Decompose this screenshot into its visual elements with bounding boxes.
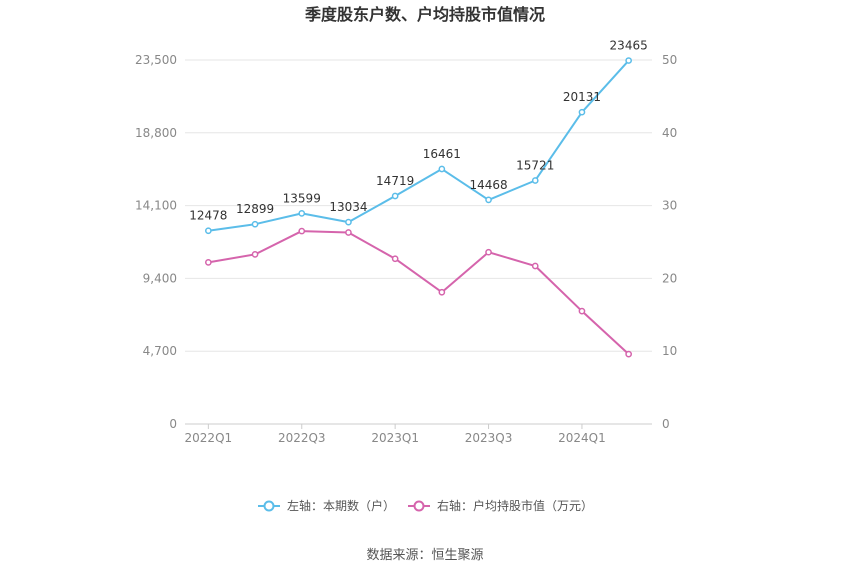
y-left-tick-label: 9,400 — [143, 271, 177, 285]
data-point — [578, 307, 586, 315]
data-point — [485, 248, 492, 256]
data-point — [485, 196, 492, 204]
data-point — [251, 220, 259, 228]
data-point — [391, 192, 399, 200]
data-point — [438, 288, 446, 296]
data-point — [531, 262, 539, 270]
y-left-tick-label: 23,500 — [135, 53, 177, 67]
data-point — [205, 259, 212, 266]
axis-layer: 0 4,700 9,400 14,100 18,800 23,500 0 10 20 30 40 50… — [135, 53, 677, 445]
data-label: 13599 — [283, 191, 321, 205]
data-label: 23465 — [610, 39, 648, 53]
legend-marker — [263, 500, 275, 512]
data-point — [391, 255, 399, 263]
y-right-tick-label: 10 — [662, 344, 677, 358]
y-right-tick-label: 50 — [662, 53, 677, 67]
data-label: 14719 — [376, 174, 414, 188]
data-label: 20131 — [563, 90, 601, 104]
data-point — [298, 210, 306, 217]
chart-title: 季度股东户数、户均持股市值情况 — [304, 5, 545, 24]
y-left-tick-label: 4,700 — [143, 344, 177, 358]
data-point — [205, 227, 212, 235]
legend-item-shareholders[interactable]: 左轴：本期数（户） — [258, 498, 395, 513]
y-right-tick-label: 30 — [662, 199, 677, 213]
y-left-tick-label: 14,100 — [135, 199, 177, 213]
y-left-tick-label: 18,800 — [135, 126, 177, 140]
data-point — [578, 108, 586, 116]
source-note: 数据来源：恒生聚源 — [366, 548, 483, 563]
data-point — [625, 350, 633, 358]
legend-marker — [413, 500, 425, 512]
y-left-tick-label: 0 — [169, 417, 177, 431]
data-point — [251, 251, 259, 258]
legend-item-avg-market-value[interactable]: 右轴：户均持股市值（万元） — [408, 498, 593, 513]
legend-label: 右轴：户均持股市值（万元） — [437, 498, 593, 513]
x-tick-label: 2023Q1 — [371, 431, 419, 445]
y-right-tick-label: 0 — [662, 417, 670, 431]
grid-layer — [185, 59, 652, 352]
data-label: 13034 — [329, 200, 367, 214]
x-tick-label: 2023Q3 — [465, 431, 513, 445]
data-point — [531, 177, 539, 184]
data-label: 15721 — [516, 158, 554, 172]
series-layer — [205, 57, 633, 358]
legend[interactable]: 左轴：本期数（户） 右轴：户均持股市值（万元） — [258, 498, 593, 513]
data-point — [625, 57, 633, 64]
x-tick-label: 2024Q1 — [558, 431, 606, 445]
data-point — [298, 227, 306, 235]
data-label: 12478 — [189, 209, 227, 223]
data-label: 14468 — [469, 178, 507, 192]
data-point — [438, 165, 446, 173]
y-right-tick-label: 40 — [662, 126, 677, 140]
data-point — [345, 229, 352, 236]
series-line-shareholders — [208, 59, 630, 232]
data-label: 16461 — [423, 147, 461, 161]
y-right-tick-label: 20 — [662, 271, 677, 285]
data-label-layer: 12478 12899 13599 13034 14719 16461 14468 15721… — [189, 39, 647, 223]
data-point — [345, 218, 352, 226]
data-label: 12899 — [236, 202, 274, 216]
x-tick-label: 2022Q1 — [185, 431, 233, 445]
legend-label: 左轴：本期数（户） — [287, 498, 395, 513]
x-tick-label: 2022Q3 — [278, 431, 326, 445]
series-line-avg-market-value — [208, 230, 630, 355]
